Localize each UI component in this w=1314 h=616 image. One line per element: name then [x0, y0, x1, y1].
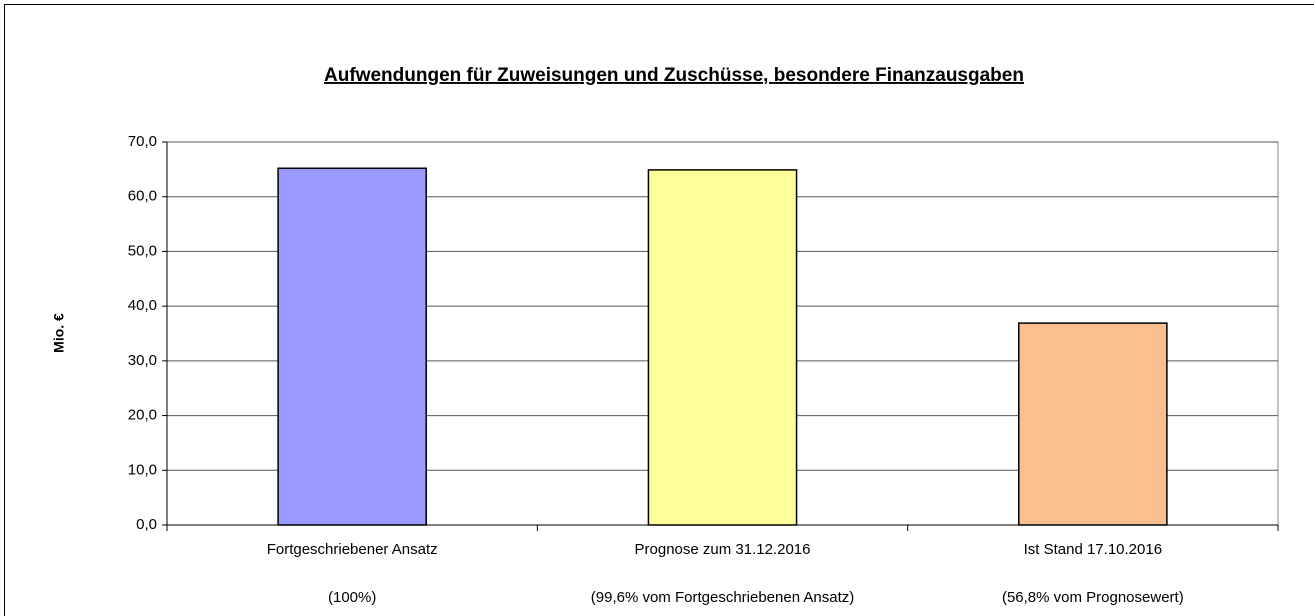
- y-tick-label: 20,0: [128, 407, 157, 424]
- x-tick-note: (100%): [328, 589, 376, 606]
- y-tick-label: 40,0: [128, 297, 157, 314]
- x-tick-label: Prognose zum 31.12.2016: [635, 541, 811, 558]
- x-tick-label: Fortgeschriebener Ansatz: [267, 541, 438, 558]
- y-tick-label: 30,0: [128, 352, 157, 369]
- y-tick-label: 60,0: [128, 188, 157, 205]
- chart-frame: [4, 4, 1314, 616]
- x-tick-label: Ist Stand 17.10.2016: [1024, 541, 1162, 558]
- x-tick-note: (99,6% vom Fortgeschriebenen Ansatz): [591, 589, 854, 606]
- y-tick-label: 70,0: [128, 133, 157, 150]
- chart-title: Aufwendungen für Zuweisungen und Zuschüs…: [324, 65, 1024, 86]
- y-tick-label: 50,0: [128, 242, 157, 259]
- y-tick-label: 10,0: [128, 461, 157, 478]
- bar: [647, 169, 798, 526]
- bar: [277, 167, 427, 526]
- y-tick-label: 0,0: [136, 516, 157, 533]
- bar: [1018, 322, 1168, 526]
- y-axis-label: Mio. €: [51, 313, 67, 353]
- x-tick-note: (56,8% vom Prognosewert): [1002, 589, 1184, 606]
